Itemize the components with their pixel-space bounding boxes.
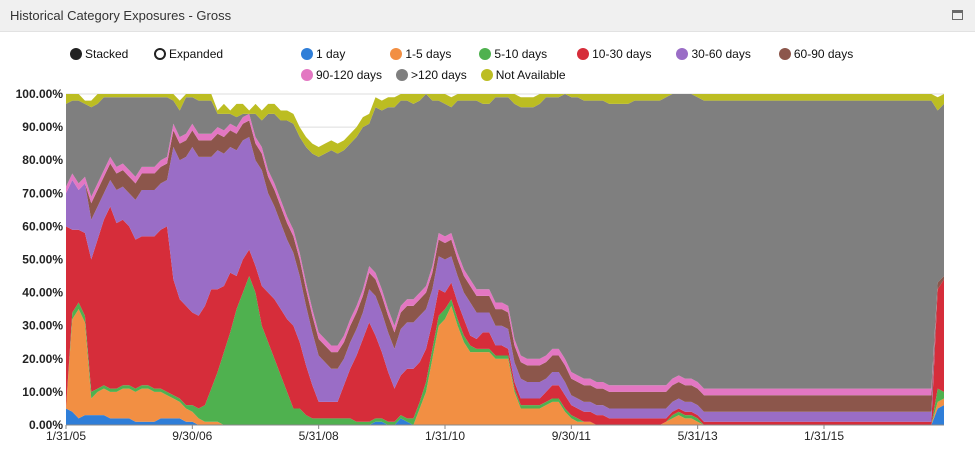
legend-row-2: 90-120 days >120 days Not Available <box>301 68 580 82</box>
legend-swatch-icon <box>479 48 492 60</box>
legend-label: 5-10 days <box>494 47 548 61</box>
legend-row-1: 1 day 1-5 days 5-10 days 10-30 days 30-60 da… <box>301 47 853 61</box>
legend-label: Not Available <box>495 68 566 82</box>
y-tick-label: 10.00% <box>22 385 63 399</box>
legend-item[interactable]: 60-90 days <box>778 47 854 61</box>
legend-label: 90-120 days <box>316 68 383 82</box>
y-tick-label: 60.00% <box>22 219 63 233</box>
legend-label: 60-90 days <box>793 47 854 61</box>
mode-stacked-radio[interactable]: Stacked <box>70 47 128 61</box>
stacked-area-chart: 0.00% 10.00% 20.00% 30.00% 40.00% 50.00% 60.00… <box>16 87 944 443</box>
area-series[interactable] <box>66 206 944 425</box>
area-series[interactable] <box>66 405 944 425</box>
x-tick-label: 9/30/11 <box>552 429 591 443</box>
area-series[interactable] <box>66 276 944 425</box>
mode-stacked-label: Stacked <box>85 47 129 61</box>
mode-expanded-label: Expanded <box>169 47 224 61</box>
legend-item[interactable]: 5-10 days <box>479 47 547 61</box>
legend-item[interactable]: 1 day <box>301 47 345 61</box>
radio-empty-icon <box>154 48 166 60</box>
area-series[interactable] <box>66 305 944 425</box>
legend-item[interactable]: 1-5 days <box>390 47 451 61</box>
maximize-icon[interactable] <box>952 10 963 20</box>
y-tick-label: 50.00% <box>22 253 63 267</box>
y-tick-label: 0.00% <box>29 418 63 432</box>
legend-label: 10-30 days <box>592 47 652 61</box>
y-tick-label: 40.00% <box>22 286 63 300</box>
y-tick-label: 100.00% <box>16 87 64 101</box>
legend-swatch-icon <box>480 69 493 81</box>
legend-label: 1-5 days <box>405 47 452 61</box>
legend-item[interactable]: Not Available <box>480 68 566 82</box>
legend-swatch-icon <box>577 48 590 60</box>
y-tick-label: 30.00% <box>22 319 63 333</box>
panel-title: Historical Category Exposures - Gross <box>10 8 232 23</box>
x-tick-label: 5/31/13 <box>678 429 718 443</box>
legend-swatch-icon <box>301 69 313 81</box>
x-tick-label: 1/31/10 <box>425 429 465 443</box>
radio-filled-icon <box>70 48 82 60</box>
area-series[interactable] <box>66 94 944 157</box>
y-tick-label: 90.00% <box>22 120 63 134</box>
legend-swatch-icon <box>390 48 403 60</box>
legend-swatch-icon <box>396 69 409 81</box>
area-series[interactable] <box>66 94 944 389</box>
x-tick-label: 5/31/08 <box>299 429 339 443</box>
x-tick-label: 1/31/05 <box>46 429 86 443</box>
x-tick-label: 9/30/06 <box>172 429 212 443</box>
legend-label: 1 day <box>316 47 346 61</box>
y-tick-label: 80.00% <box>22 153 63 167</box>
panel-header: Historical Category Exposures - Gross <box>0 0 975 32</box>
legend-swatch-icon <box>676 48 689 60</box>
legend-swatch-icon <box>301 48 313 60</box>
mode-expanded-radio[interactable]: Expanded <box>154 47 223 61</box>
y-tick-label: 20.00% <box>22 352 63 366</box>
legend-label: 30-60 days <box>691 47 751 61</box>
x-tick-label: 1/31/15 <box>804 429 844 443</box>
legend-label: >120 days <box>411 68 467 82</box>
legend-item[interactable]: 30-60 days <box>676 47 751 61</box>
legend-item[interactable]: 10-30 days <box>577 47 651 61</box>
legend-item[interactable]: 90-120 days <box>301 68 382 82</box>
y-tick-label: 70.00% <box>22 186 63 200</box>
legend-swatch-icon <box>778 48 791 60</box>
legend-item[interactable]: >120 days <box>396 68 467 82</box>
